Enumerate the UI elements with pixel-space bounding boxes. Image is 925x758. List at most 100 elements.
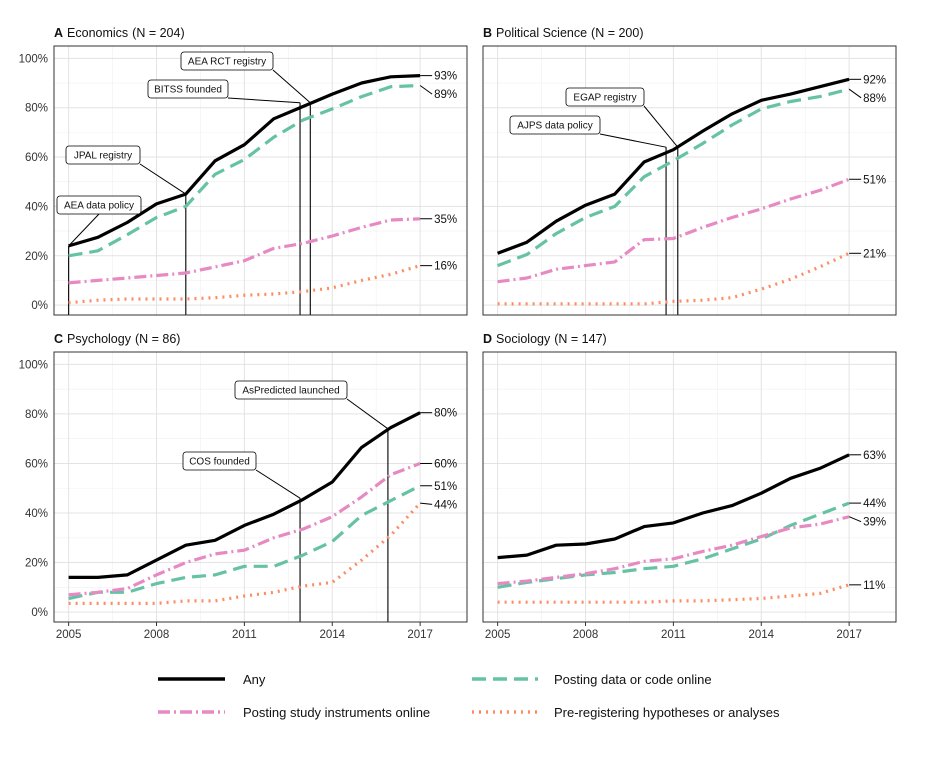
end-label-any: 80% (434, 408, 457, 420)
series-line-data (68, 83, 421, 258)
end-label-leader (848, 88, 862, 99)
legend-item-prereg: Pre-registering hypotheses or analyses (472, 705, 780, 720)
series-line-prereg (497, 583, 850, 604)
panel-letter: D (483, 332, 492, 346)
series-line-instr (68, 217, 421, 285)
annotation-box (182, 451, 257, 471)
y-tick-label: 40% (25, 508, 48, 520)
end-label-instr: 35% (434, 214, 457, 226)
end-label-instr: 51% (863, 174, 886, 186)
panel-n: (N = 86) (135, 332, 181, 346)
end-label-data: 51% (434, 481, 457, 493)
plot-background (483, 46, 896, 315)
end-label-instr: 60% (434, 458, 457, 470)
annotation-box (509, 115, 601, 135)
plot-border (53, 351, 468, 623)
panel-title-economics: A Economics (N = 204) (54, 26, 185, 40)
series-line-any (497, 77, 850, 255)
series-line-data (497, 501, 850, 589)
panel-field: Psychology (67, 332, 132, 346)
y-tick-label: 100% (19, 53, 48, 65)
y-tick-label: 20% (25, 251, 48, 263)
y-tick-label: 0% (31, 300, 48, 312)
series-line-any (68, 411, 421, 580)
series-line-prereg (68, 264, 421, 305)
y-tick-label: 100% (19, 359, 48, 371)
annotation-label: AsPredicted launched (242, 386, 339, 397)
legend-label-any: Any (243, 672, 266, 687)
x-tick-label: 2008 (144, 629, 170, 641)
annotation-label: AJPS data policy (517, 121, 593, 132)
plot-border (482, 45, 897, 316)
series-line-prereg (68, 502, 422, 606)
annotation-label: EGAP registry (573, 93, 636, 104)
panel-psychology: C Psychology (N = 86) 0% 20% 40% 60% 80% 100% 20… (19, 332, 468, 641)
annotation-leader (255, 469, 301, 499)
x-tick-label: 2014 (748, 629, 774, 641)
end-label-any: 93% (434, 71, 457, 83)
panel-n: (N = 147) (554, 332, 606, 346)
annotation-label: BITSS founded (154, 85, 222, 96)
end-label-data: 88% (863, 93, 886, 105)
plot-border (53, 45, 468, 316)
y-tick-label: 60% (25, 152, 48, 164)
x-tick-label: 2011 (661, 629, 686, 641)
series-line-any (497, 453, 850, 560)
annotation-box (565, 87, 645, 107)
panel-sociology: D Sociology (N = 147) 2005 2008 2011 2014 2017… (482, 332, 897, 641)
legend-label-instruments: Posting study instruments online (243, 705, 430, 720)
series-line-prereg (497, 251, 850, 306)
panel-title-psychology: C Psychology (N = 86) (54, 332, 180, 346)
x-tick-label: 2014 (319, 629, 345, 641)
x-tick-label: 2011 (232, 629, 257, 641)
end-label-leader (848, 516, 862, 523)
annotation-leader (139, 163, 187, 195)
annotation-label: COS founded (189, 457, 250, 468)
plot-border (482, 351, 897, 623)
panel-political-science: B Political Science (N = 200) 92% 88% 51% 21%… (482, 26, 897, 316)
panel-field: Sociology (496, 332, 551, 346)
panel-letter: A (54, 26, 63, 40)
x-tick-label: 2017 (836, 629, 862, 641)
panel-field: Economics (67, 26, 128, 40)
end-label-any: 92% (863, 74, 886, 86)
end-label-prereg: 44% (434, 499, 457, 511)
legend-item-instruments: Posting study instruments online (158, 705, 430, 720)
annotation-box (147, 79, 229, 99)
y-tick-label: 40% (25, 201, 48, 213)
panel-letter: C (54, 332, 63, 346)
legend-item-data: Posting data or code online (472, 672, 712, 687)
end-label-prereg: 11% (863, 580, 885, 592)
y-tick-label: 80% (25, 409, 48, 421)
annotation-leader (643, 105, 679, 148)
y-tick-label: 20% (25, 558, 48, 570)
series-line-instr (497, 177, 850, 284)
annotation-box (56, 195, 142, 215)
end-label-prereg: 16% (434, 261, 457, 273)
plot-background (54, 46, 467, 315)
panel-n: (N = 200) (591, 26, 643, 40)
annotation-box (234, 380, 348, 400)
legend-item-any: Any (158, 672, 266, 687)
x-tick-label: 2005 (485, 629, 511, 641)
annotation-label: AEA data policy (64, 201, 134, 212)
series-line-any (68, 74, 421, 248)
annotation-leader (272, 69, 311, 104)
end-label-leader (420, 502, 433, 505)
legend-label-prereg: Pre-registering hypotheses or analyses (554, 705, 780, 720)
annotation-leader (227, 97, 301, 104)
annotation-box (180, 51, 274, 71)
legend-label-data: Posting data or code online (554, 672, 712, 687)
x-tick-label: 2005 (56, 629, 82, 641)
legend: Any Posting data or code online Posting … (158, 672, 780, 720)
end-label-data: 89% (434, 89, 457, 101)
series-line-instr (68, 462, 421, 597)
annotation-leader (599, 133, 667, 148)
end-label-any: 63% (863, 450, 886, 462)
y-tick-label: 60% (25, 458, 48, 470)
panel-title-political-science: B Political Science (N = 200) (483, 26, 644, 40)
y-tick-label: 80% (25, 103, 48, 115)
panel-letter: B (483, 26, 492, 40)
series-line-instr (497, 515, 850, 586)
